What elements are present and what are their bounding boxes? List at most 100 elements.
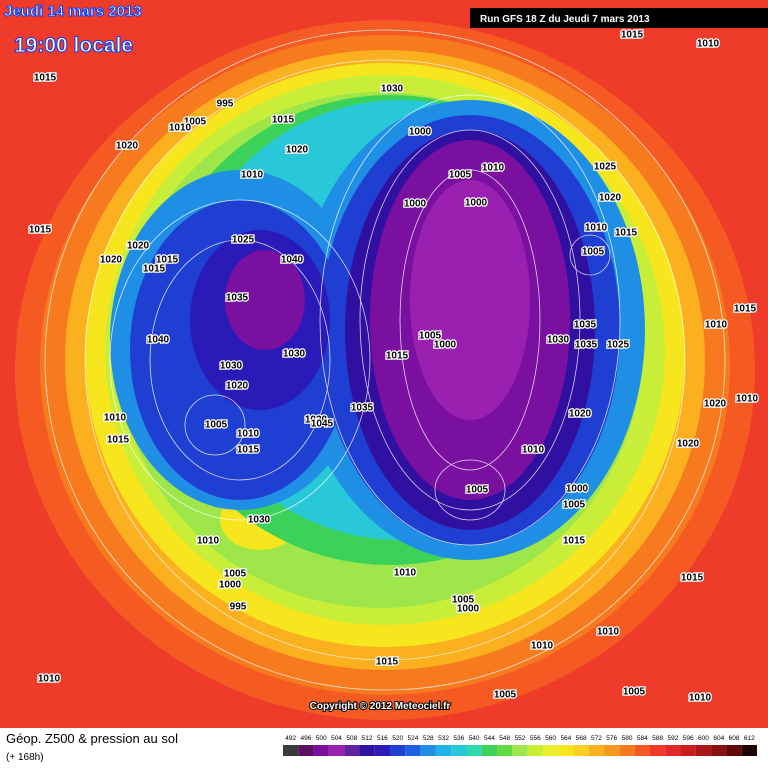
isobar-label: 1010 <box>104 413 127 424</box>
legend-label: 592 <box>667 735 678 742</box>
isobar-label: 1010 <box>531 641 554 652</box>
isobar-label: 995 <box>230 602 247 613</box>
isobar-label: 1010 <box>522 445 545 456</box>
legend-swatch <box>588 745 605 756</box>
isobar-label: 1010 <box>241 170 264 181</box>
isobar-label: 1005 <box>623 687 646 698</box>
legend-label: 500 <box>316 735 327 742</box>
isobar-label: 1015 <box>621 30 644 41</box>
isobar-label: 1020 <box>286 145 309 156</box>
legend-swatch <box>420 745 436 756</box>
legend-swatch <box>283 745 299 756</box>
isobar-label: 1005 <box>452 595 475 606</box>
isobar-label: 1010 <box>705 320 728 331</box>
legend-label: 580 <box>622 735 633 742</box>
isobar-label: 1015 <box>734 304 757 315</box>
legend-label: 496 <box>301 735 312 742</box>
isobar-label: 1030 <box>547 335 570 346</box>
legend-swatch <box>695 745 712 756</box>
isobar-label: 1000 <box>457 604 480 615</box>
isobar-labels: 1015 1010 1015 1030 995 1005 1010 1015 1000 1020 1… <box>28 28 760 705</box>
legend-label: 576 <box>606 735 617 742</box>
isobar-label: 1015 <box>237 445 260 456</box>
isobar-label: 1005 <box>184 117 207 128</box>
isobar-label: 1005 <box>205 420 228 431</box>
legend-label: 604 <box>713 735 724 742</box>
isobar-label: 1030 <box>248 515 271 526</box>
isobar-label: 1020 <box>704 399 727 410</box>
isobar-label: 1035 <box>574 320 597 331</box>
run-label: Run GFS 18 Z du Jeudi 7 mars 2013 <box>480 14 650 25</box>
isobar-label: 1015 <box>143 264 166 275</box>
isobar-label: 1025 <box>594 162 617 173</box>
legend-label: 540 <box>469 735 480 742</box>
isobar-label: 1010 <box>585 223 608 234</box>
legend-swatch <box>573 745 589 756</box>
legend-label: 600 <box>698 735 709 742</box>
isobar-label: 1045 <box>311 419 334 430</box>
legend-label: 596 <box>683 735 694 742</box>
isobar-label: 1020 <box>127 241 150 252</box>
isobar-label: 1005 <box>419 331 442 342</box>
legend-label: 508 <box>346 735 357 742</box>
isobar-label: 1015 <box>156 255 179 266</box>
legend: 492 496 500 504 508 512 516 520 524 528 532 536 540 5… <box>283 735 757 756</box>
isobar-label: 1020 <box>116 141 139 152</box>
legend-label: 608 <box>729 735 740 742</box>
legend-swatch <box>497 745 513 756</box>
legend-swatch <box>451 745 467 756</box>
legend-label: 512 <box>362 735 373 742</box>
legend-swatch <box>390 745 406 756</box>
isobar-label: 1020 <box>226 381 249 392</box>
isobar-label: 1000 <box>465 198 488 209</box>
legend-swatch <box>665 745 681 756</box>
legend-label: 572 <box>591 735 602 742</box>
legend-swatch <box>741 745 757 756</box>
valid-time: 19:00 locale <box>14 34 133 57</box>
isobar-label: 1025 <box>607 340 630 351</box>
legend-swatch <box>344 745 360 756</box>
isobar-label: 1040 <box>281 255 304 266</box>
legend-swatch <box>619 745 635 756</box>
legend-swatch <box>726 745 742 756</box>
isobar-label: 1000 <box>566 484 589 495</box>
isobar-label: 1030 <box>381 84 404 95</box>
valid-date: Jeudi 14 mars 2013 <box>4 3 142 20</box>
isobar-label: 1000 <box>404 199 427 210</box>
legend-swatch <box>558 745 574 756</box>
isobar-label: 1010 <box>689 693 712 704</box>
legend-swatch <box>634 745 650 756</box>
isobar-label: 1005 <box>224 569 247 580</box>
legend-label: 492 <box>285 735 296 742</box>
isobar-label: 1005 <box>494 690 517 701</box>
isobar-label: 1000 <box>434 340 457 351</box>
footer-lead: (+ 168h) <box>6 752 44 763</box>
copyright: Copyright © 2012 Meteociel.fr <box>310 701 451 712</box>
legend-label: 612 <box>744 735 755 742</box>
isobar-label: 1015 <box>615 228 638 239</box>
isobar-label: 1000 <box>219 580 242 591</box>
isobar-label: 1035 <box>351 403 374 414</box>
footer-title: Géop. Z500 & pression au sol <box>6 731 178 746</box>
isobar-label: 995 <box>217 99 234 110</box>
isobar-label: 1015 <box>681 573 704 584</box>
legend-swatch <box>313 745 329 756</box>
legend-label: 548 <box>499 735 510 742</box>
legend-swatch <box>604 745 620 756</box>
legend-swatch <box>298 745 314 756</box>
isobar-label: 1015 <box>386 351 409 362</box>
isobar-label: 1035 <box>226 293 249 304</box>
isobar-label: 1000 <box>409 127 432 138</box>
isobar-label: 1030 <box>283 349 306 360</box>
isobar-label: 1015 <box>563 536 586 547</box>
isobar-label: 1010 <box>237 429 260 440</box>
legend-label: 556 <box>530 735 541 742</box>
legend-label: 520 <box>392 735 403 742</box>
legend-label: 528 <box>423 735 434 742</box>
isobar-label: 1005 <box>563 500 586 511</box>
legend-label: 568 <box>576 735 587 742</box>
isobar-label: 1015 <box>272 115 295 126</box>
isobar-label: 1030 <box>220 361 243 372</box>
isobar-label: 1020 <box>100 255 123 266</box>
